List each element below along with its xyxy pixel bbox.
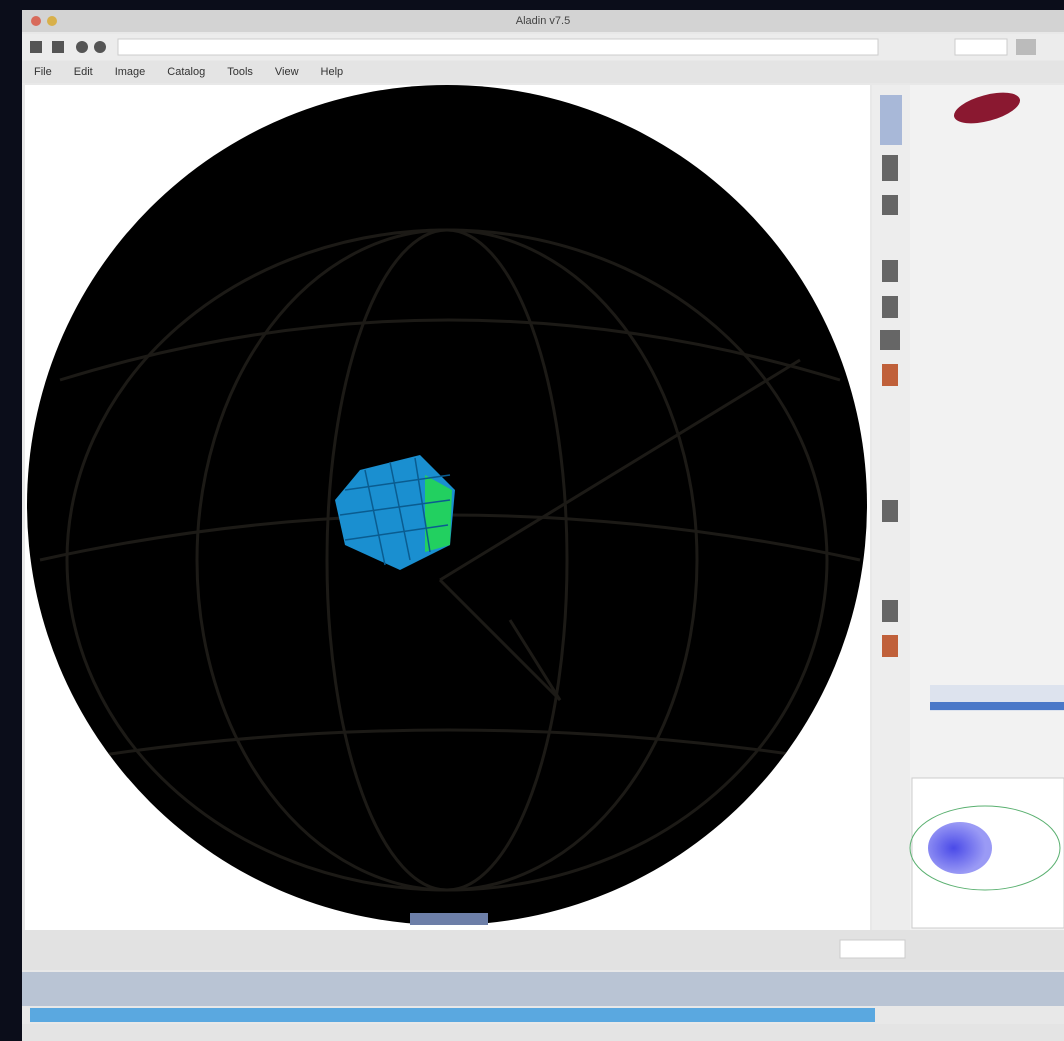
tool[interactable] [882,296,898,318]
icon[interactable] [30,41,42,53]
icon[interactable] [94,41,106,53]
icon[interactable] [76,41,88,53]
survey-coverage [335,455,455,570]
window-title: Aladin v7.5 [516,15,570,27]
frame-select[interactable] [954,38,1008,56]
menu-item[interactable]: View [275,66,299,78]
tool[interactable] [882,155,898,181]
icon[interactable] [52,41,64,53]
menu-item[interactable]: Image [115,66,146,78]
progress-bar [30,1008,875,1022]
menu: File Edit Image Catalog Tools View Help [34,66,343,78]
close-button[interactable] [31,16,41,26]
menu-item[interactable]: Help [321,66,344,78]
tool[interactable] [882,260,898,282]
tool[interactable] [882,364,898,386]
status-bar [22,1024,1064,1041]
measurement-header [22,972,1064,1006]
search-field[interactable] [839,939,906,959]
minimize-button[interactable] [47,16,57,26]
toolbar-icons [30,41,106,53]
tool[interactable] [882,195,898,215]
command-field[interactable] [117,38,879,56]
plane-bar [930,702,1064,710]
menu-bar [22,61,1064,83]
tool[interactable] [882,500,898,522]
tool[interactable] [880,330,900,350]
menu-item[interactable]: Tools [227,66,253,78]
logo [953,92,1021,124]
button[interactable] [1016,39,1036,55]
tools [880,95,902,657]
preview-image [928,822,992,874]
zoom-indicator [410,913,488,925]
menu-item[interactable]: File [34,66,52,78]
preview-grid [909,805,1061,891]
control-bar [22,930,1064,970]
tool[interactable] [882,600,898,622]
menu-item[interactable]: Catalog [167,66,205,78]
menu-item[interactable]: Edit [74,66,93,78]
tool[interactable] [880,95,902,145]
title-bar [22,10,1064,32]
tool[interactable] [882,635,898,657]
